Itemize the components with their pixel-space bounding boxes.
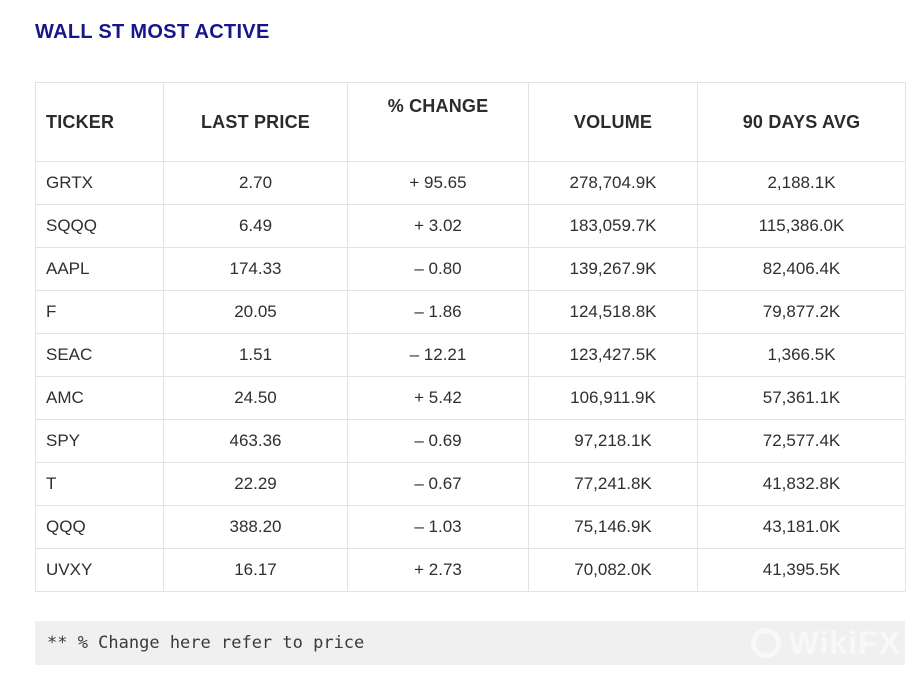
column-header-ticker: TICKER (35, 82, 164, 162)
cell-volume: 77,241.8K (528, 462, 698, 506)
most-active-table: TICKER LAST PRICE % CHANGE VOLUME 90 DAY… (35, 82, 906, 592)
table-body: GRTX 2.70 + 95.65 278,704.9K 2,188.1K SQQQ 6.4… (35, 161, 906, 592)
table-row: SPY 463.36– 0.69 97,218.1K 72,577.4K (35, 419, 906, 463)
cell-90-days-avg: 41,832.8K (697, 462, 906, 506)
cell-last-price: 1.51 (163, 333, 348, 377)
cell-90-days-avg: 72,577.4K (697, 419, 906, 463)
cell-volume: 123,427.5K (528, 333, 698, 377)
table-row: AMC 24.50 + 5.42 106,911.9K 57,361.1K (35, 376, 906, 420)
cell-volume: 183,059.7K (528, 204, 698, 248)
wikifx-watermark: WikiFX (750, 621, 901, 665)
cell-last-price: 2.70 (163, 161, 348, 205)
cell-last-price: 16.17 (163, 548, 348, 592)
cell-volume: 75,146.9K (528, 505, 698, 549)
cell-last-price: 22.29 (163, 462, 348, 506)
cell-90-days-avg: 82,406.4K (697, 247, 906, 291)
cell-90-days-avg: 57,361.1K (697, 376, 906, 420)
cell-last-price: 6.49 (163, 204, 348, 248)
footnote-bar: ** % Change here refer to price WikiFX (35, 621, 905, 665)
cell-volume: 278,704.9K (528, 161, 698, 205)
cell-90-days-avg: 79,877.2K (697, 290, 906, 334)
table-row: SEAC 1.51– 12.21 123,427.5K 1,366.5K (35, 333, 906, 377)
cell-ticker: SQQQ (35, 204, 164, 248)
cell-90-days-avg: 115,386.0K (697, 204, 906, 248)
cell-last-price: 388.20 (163, 505, 348, 549)
cell-ticker: UVXY (35, 548, 164, 592)
cell-last-price: 463.36 (163, 419, 348, 463)
column-header-volume: VOLUME (528, 82, 698, 162)
column-header-pct-change: % CHANGE (347, 82, 529, 162)
cell-volume: 139,267.9K (528, 247, 698, 291)
table-row: AAPL 174.33– 0.80 139,267.9K 82,406.4K (35, 247, 906, 291)
cell-pct-change: + 2.73 (347, 548, 529, 592)
cell-90-days-avg: 2,188.1K (697, 161, 906, 205)
table-row: SQQQ 6.49 + 3.02 183,059.7K 115,386.0K (35, 204, 906, 248)
table-row: UVXY 16.17 + 2.73 70,082.0K 41,395.5K (35, 548, 906, 592)
cell-ticker: AAPL (35, 247, 164, 291)
cell-ticker: F (35, 290, 164, 334)
table-row: GRTX 2.70 + 95.65 278,704.9K 2,188.1K (35, 161, 906, 205)
table-row: T 22.29– 0.67 77,241.8K 41,832.8K (35, 462, 906, 506)
watermark-text: WikiFX (788, 624, 901, 661)
cell-last-price: 24.50 (163, 376, 348, 420)
cell-last-price: 20.05 (163, 290, 348, 334)
wikifx-logo-icon (750, 628, 781, 658)
cell-pct-change: – 0.69 (347, 419, 529, 463)
cell-ticker: SPY (35, 419, 164, 463)
cell-ticker: T (35, 462, 164, 506)
cell-volume: 70,082.0K (528, 548, 698, 592)
cell-pct-change: – 0.80 (347, 247, 529, 291)
column-header-last-price: LAST PRICE (163, 82, 348, 162)
cell-pct-change: – 12.21 (347, 333, 529, 377)
cell-90-days-avg: 41,395.5K (697, 548, 906, 592)
cell-pct-change: – 1.86 (347, 290, 529, 334)
cell-pct-change: – 0.67 (347, 462, 529, 506)
cell-90-days-avg: 1,366.5K (697, 333, 906, 377)
cell-last-price: 174.33 (163, 247, 348, 291)
cell-90-days-avg: 43,181.0K (697, 505, 906, 549)
cell-pct-change: + 3.02 (347, 204, 529, 248)
cell-ticker: SEAC (35, 333, 164, 377)
header-row: TICKER LAST PRICE % CHANGE VOLUME 90 DAY… (35, 82, 906, 162)
cell-pct-change: + 95.65 (347, 161, 529, 205)
cell-ticker: QQQ (35, 505, 164, 549)
column-header-90-days-avg: 90 DAYS AVG (697, 82, 906, 162)
cell-volume: 106,911.9K (528, 376, 698, 420)
cell-ticker: GRTX (35, 161, 164, 205)
page-title: WALL ST MOST ACTIVE (35, 21, 270, 43)
cell-ticker: AMC (35, 376, 164, 420)
table-row: QQQ 388.20– 1.03 75,146.9K 43,181.0K (35, 505, 906, 549)
cell-volume: 124,518.8K (528, 290, 698, 334)
cell-pct-change: – 1.03 (347, 505, 529, 549)
cell-volume: 97,218.1K (528, 419, 698, 463)
page: WALL ST MOST ACTIVE TICKER LAST PRICE % … (35, 21, 906, 665)
footnote-text: ** % Change here refer to price (47, 633, 365, 653)
cell-pct-change: + 5.42 (347, 376, 529, 420)
table-row: F 20.05– 1.86 124,518.8K 79,877.2K (35, 290, 906, 334)
